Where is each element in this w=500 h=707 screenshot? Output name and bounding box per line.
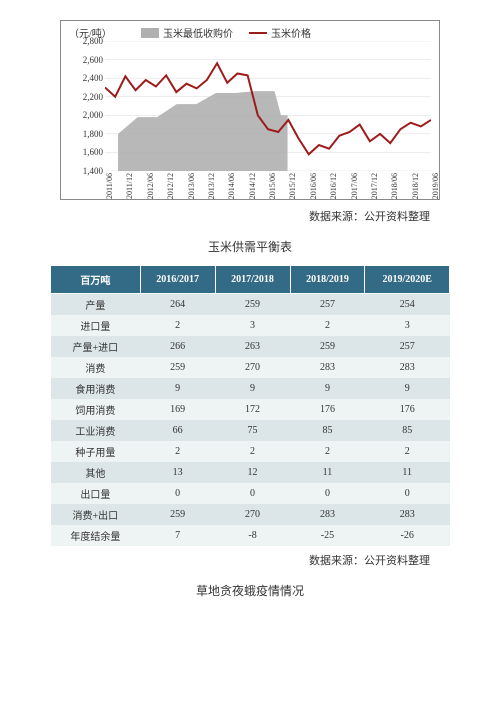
table-cell: 12 — [215, 462, 290, 483]
table-cell: 263 — [215, 336, 290, 357]
table-cell: 13 — [140, 462, 215, 483]
table-cell: 其他 — [51, 462, 141, 483]
table-cell: 264 — [140, 294, 215, 316]
table-cell: 9 — [365, 378, 450, 399]
table-cell: 消费+出口 — [51, 504, 141, 525]
table-cell: 2 — [215, 441, 290, 462]
table-cell: 产量+进口 — [51, 336, 141, 357]
table-cell: 283 — [365, 504, 450, 525]
table-cell: 176 — [290, 399, 365, 420]
table-cell: -8 — [215, 525, 290, 546]
table-cell: 254 — [365, 294, 450, 316]
table-cell: 2 — [140, 441, 215, 462]
table-cell: 2 — [365, 441, 450, 462]
table-row: 产量+进口266263259257 — [51, 336, 450, 357]
table-cell: 产量 — [51, 294, 141, 316]
table-row: 饲用消费169172176176 — [51, 399, 450, 420]
table-cell: 283 — [290, 504, 365, 525]
table-cell: 9 — [140, 378, 215, 399]
table-header-cell: 百万吨 — [51, 266, 141, 294]
table-cell: -26 — [365, 525, 450, 546]
table-row: 种子用量2222 — [51, 441, 450, 462]
table-cell: 283 — [290, 357, 365, 378]
table-cell: 259 — [140, 504, 215, 525]
y-axis: 1,4001,6001,8002,0002,2002,4002,6002,800 — [67, 41, 103, 171]
legend-swatch-line — [249, 32, 267, 34]
second-heading: 草地贪夜蛾疫情情况 — [40, 582, 460, 599]
table-source: 数据来源：公开资料整理 — [40, 552, 430, 568]
table-header-cell: 2017/2018 — [215, 266, 290, 294]
table-cell: 270 — [215, 357, 290, 378]
corn-price-chart: （元/吨） 玉米最低收购价 玉米价格 1,4001,6001,8002,0002… — [60, 20, 440, 200]
table-cell: 饲用消费 — [51, 399, 141, 420]
table-cell: 2 — [290, 441, 365, 462]
table-cell: 257 — [290, 294, 365, 316]
table-row: 年度结余量7-8-25-26 — [51, 525, 450, 546]
legend-item-min-price: 玉米最低收购价 — [141, 25, 233, 40]
plot-area — [105, 41, 431, 171]
table-title: 玉米供需平衡表 — [40, 238, 460, 255]
table-cell: 进口量 — [51, 315, 141, 336]
table-cell: 259 — [140, 357, 215, 378]
table-cell: 9 — [215, 378, 290, 399]
table-cell: 75 — [215, 420, 290, 441]
table-header-cell: 2018/2019 — [290, 266, 365, 294]
table-cell: 食用消费 — [51, 378, 141, 399]
chart-legend: 玉米最低收购价 玉米价格 — [141, 25, 311, 40]
table-header-cell: 2019/2020E — [365, 266, 450, 294]
legend-item-price: 玉米价格 — [249, 25, 311, 40]
table-row: 食用消费9999 — [51, 378, 450, 399]
table-cell: 11 — [290, 462, 365, 483]
table-row: 出口量0000 — [51, 483, 450, 504]
table-cell: -25 — [290, 525, 365, 546]
table-cell: 176 — [365, 399, 450, 420]
table-cell: 0 — [215, 483, 290, 504]
table-cell: 7 — [140, 525, 215, 546]
table-cell: 266 — [140, 336, 215, 357]
table-cell: 11 — [365, 462, 450, 483]
table-cell: 66 — [140, 420, 215, 441]
table-cell: 出口量 — [51, 483, 141, 504]
table-cell: 3 — [215, 315, 290, 336]
table-row: 消费259270283283 — [51, 357, 450, 378]
legend-label: 玉米最低收购价 — [163, 25, 233, 40]
table-row: 消费+出口259270283283 — [51, 504, 450, 525]
legend-label: 玉米价格 — [271, 25, 311, 40]
table-cell: 0 — [365, 483, 450, 504]
table-cell: 270 — [215, 504, 290, 525]
table-cell: 工业消费 — [51, 420, 141, 441]
table-cell: 0 — [290, 483, 365, 504]
table-cell: 0 — [140, 483, 215, 504]
table-cell: 257 — [365, 336, 450, 357]
table-row: 进口量2323 — [51, 315, 450, 336]
table-cell: 消费 — [51, 357, 141, 378]
table-cell: 172 — [215, 399, 290, 420]
table-cell: 2 — [140, 315, 215, 336]
table-cell: 种子用量 — [51, 441, 141, 462]
table-header-cell: 2016/2017 — [140, 266, 215, 294]
table-cell: 169 — [140, 399, 215, 420]
table-row: 其他13121111 — [51, 462, 450, 483]
table-cell: 3 — [365, 315, 450, 336]
table-cell: 9 — [290, 378, 365, 399]
x-axis: 2011/062011/122012/062012/122013/062013/… — [105, 173, 431, 199]
table-cell: 85 — [365, 420, 450, 441]
table-cell: 85 — [290, 420, 365, 441]
table-cell: 259 — [290, 336, 365, 357]
table-cell: 283 — [365, 357, 450, 378]
table-row: 工业消费66758585 — [51, 420, 450, 441]
table-cell: 259 — [215, 294, 290, 316]
table-row: 产量264259257254 — [51, 294, 450, 316]
supply-demand-table: 百万吨2016/20172017/20182018/20192019/2020E… — [50, 265, 450, 546]
table-cell: 年度结余量 — [51, 525, 141, 546]
legend-swatch-area — [141, 28, 159, 38]
table-cell: 2 — [290, 315, 365, 336]
chart-source: 数据来源：公开资料整理 — [40, 208, 430, 224]
